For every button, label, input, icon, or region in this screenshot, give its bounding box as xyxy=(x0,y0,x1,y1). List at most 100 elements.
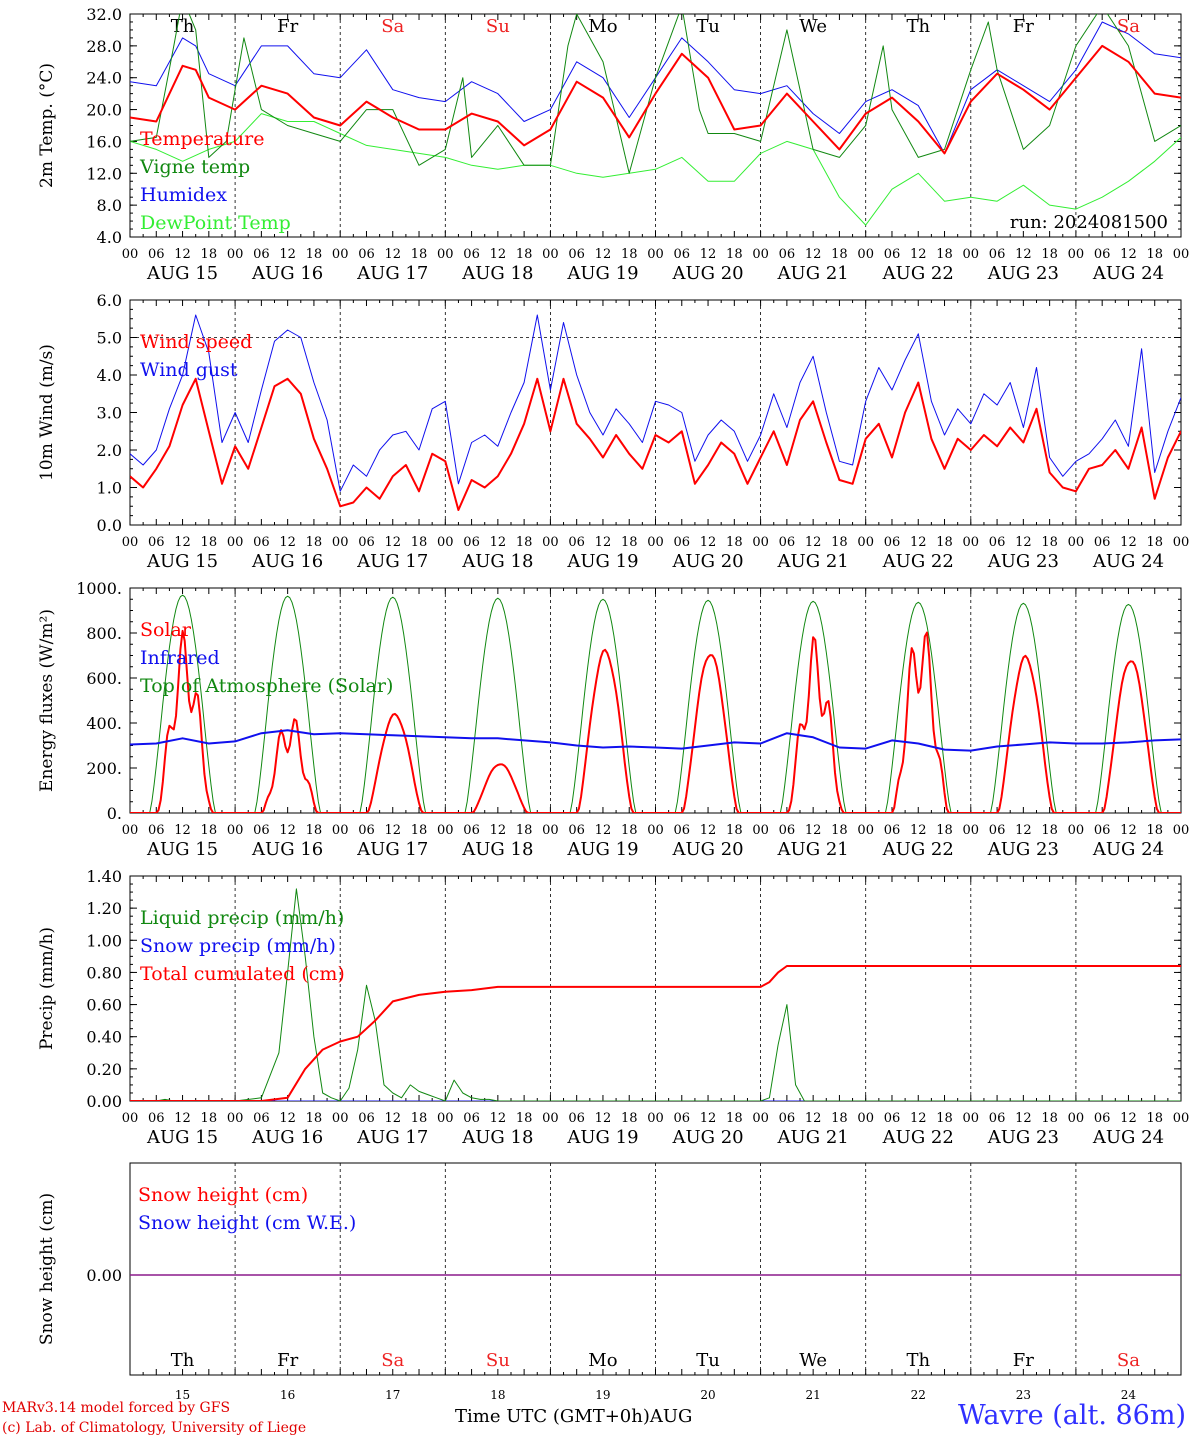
legend-entry: Total cumulated (cm) xyxy=(140,963,345,985)
date-label: AUG 18 xyxy=(461,551,533,572)
hour-label: 06 xyxy=(253,1111,270,1126)
hour-label: 06 xyxy=(884,823,901,838)
hour-label: 06 xyxy=(253,823,270,838)
hour-label: 12 xyxy=(279,823,296,838)
hour-label: 00 xyxy=(1068,535,1085,550)
hour-label: 06 xyxy=(884,535,901,550)
weekday-label: Sa xyxy=(381,16,404,37)
date-label: AUG 22 xyxy=(882,551,954,572)
hour-label: 00 xyxy=(752,247,769,262)
hour-label: 00 xyxy=(752,823,769,838)
legend-entry: Vigne temp xyxy=(139,156,250,178)
date-label: AUG 22 xyxy=(882,263,954,284)
weekday-label: Th xyxy=(171,1350,195,1371)
y-tick-label: 1000. xyxy=(76,579,122,598)
hour-label: 12 xyxy=(490,247,507,262)
hour-label: 06 xyxy=(1094,247,1111,262)
series-liquid-precip-mm-h- xyxy=(130,888,1181,1101)
hour-label: 12 xyxy=(490,1111,507,1126)
series-wind-speed xyxy=(130,377,1181,511)
hour-label: 18 xyxy=(1146,535,1163,550)
hour-label: 18 xyxy=(621,247,638,262)
series-solar xyxy=(130,629,1181,813)
hour-label: 06 xyxy=(674,535,691,550)
y-tick-label: 1.00 xyxy=(86,931,122,950)
date-label: AUG 20 xyxy=(671,839,743,860)
hour-label: 12 xyxy=(384,535,401,550)
y-tick-label: 4.0 xyxy=(97,366,122,385)
hour-label: 18 xyxy=(726,1111,743,1126)
date-label: AUG 18 xyxy=(461,1127,533,1148)
day-number: 20 xyxy=(700,1388,715,1402)
date-label: AUG 20 xyxy=(671,263,743,284)
hour-label: 12 xyxy=(910,247,927,262)
hour-label: 00 xyxy=(122,247,139,262)
date-label: AUG 19 xyxy=(566,551,638,572)
date-label: AUG 15 xyxy=(146,839,218,860)
hour-label: 12 xyxy=(805,823,822,838)
hour-label: 00 xyxy=(647,535,664,550)
series-vigne-temp xyxy=(130,14,1181,174)
hour-label: 12 xyxy=(595,1111,612,1126)
hour-label: 06 xyxy=(253,535,270,550)
legend-entry: Solar xyxy=(140,619,192,641)
hour-label: 00 xyxy=(542,247,559,262)
weekday-label: Sa xyxy=(381,1350,404,1371)
hour-label: 00 xyxy=(332,1111,349,1126)
weekday-label: Su xyxy=(486,16,510,37)
date-label: AUG 24 xyxy=(1092,1127,1164,1148)
hour-label: 06 xyxy=(148,247,165,262)
weekday-label: Mo xyxy=(588,1350,617,1371)
weekday-label: Fr xyxy=(1013,1350,1034,1371)
hour-label: 00 xyxy=(857,247,874,262)
series-infrared xyxy=(130,729,1181,752)
hour-label: 06 xyxy=(568,823,585,838)
time-axis-label: Time UTC (GMT+0h)AUG xyxy=(455,1406,693,1427)
panel-frame xyxy=(129,587,1182,814)
hour-label: 00 xyxy=(963,1111,980,1126)
y-tick-label: 400. xyxy=(86,714,122,733)
hour-label: 00 xyxy=(647,823,664,838)
hour-label: 00 xyxy=(1068,247,1085,262)
y-axis-label: Precip (mm/h) xyxy=(37,927,57,1050)
day-number: 16 xyxy=(280,1388,295,1402)
legend-entry: Temperature xyxy=(140,128,264,150)
hour-label: 18 xyxy=(831,535,848,550)
hour-label: 18 xyxy=(1146,247,1163,262)
y-axis-label: 10m Wind (m/s) xyxy=(37,344,57,481)
hour-label: 12 xyxy=(700,1111,717,1126)
y-tick-label: 0.60 xyxy=(86,996,122,1015)
y-tick-label: 0.40 xyxy=(86,1028,122,1047)
hour-label: 12 xyxy=(595,823,612,838)
hour-label: 12 xyxy=(384,1111,401,1126)
y-axis-label: 2m Temp. (°C) xyxy=(37,63,57,188)
y-tick-label: 200. xyxy=(86,759,122,778)
day-number: 23 xyxy=(1016,1388,1031,1402)
hour-label: 00 xyxy=(332,247,349,262)
y-tick-label: 24.0 xyxy=(86,69,122,88)
date-label: AUG 22 xyxy=(882,839,954,860)
hour-label: 00 xyxy=(227,535,244,550)
hour-label: 12 xyxy=(700,247,717,262)
hour-label: 18 xyxy=(306,1111,323,1126)
hour-label: 18 xyxy=(831,1111,848,1126)
hour-label: 00 xyxy=(963,535,980,550)
hour-label: 00 xyxy=(542,823,559,838)
hour-label: 06 xyxy=(989,247,1006,262)
hour-label: 06 xyxy=(463,823,480,838)
y-tick-label: 4.0 xyxy=(97,228,122,247)
hour-label: 18 xyxy=(1146,823,1163,838)
hour-label: 18 xyxy=(411,535,428,550)
hour-label: 06 xyxy=(989,1111,1006,1126)
hour-label: 00 xyxy=(122,823,139,838)
hour-label: 00 xyxy=(1173,535,1190,550)
run-label: run: 2024081500 xyxy=(1010,212,1168,233)
date-label: AUG 20 xyxy=(671,551,743,572)
hour-label: 18 xyxy=(516,247,533,262)
hour-label: 18 xyxy=(516,823,533,838)
hour-label: 18 xyxy=(411,1111,428,1126)
legend-entry: Wind gust xyxy=(140,359,238,381)
date-label: AUG 15 xyxy=(146,263,218,284)
hour-label: 06 xyxy=(358,1111,375,1126)
date-label: AUG 16 xyxy=(251,551,323,572)
